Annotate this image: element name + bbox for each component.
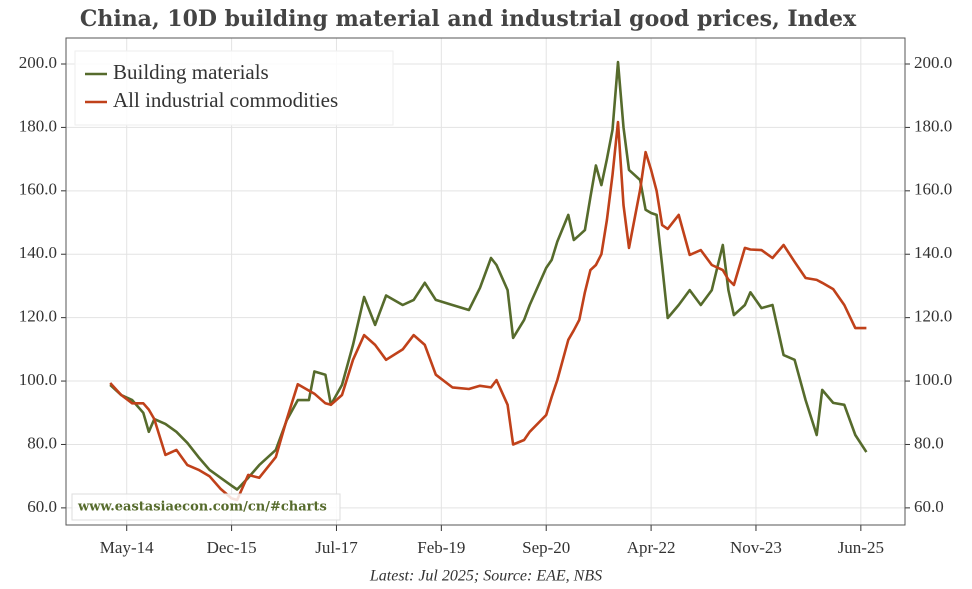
x-tick-label: Nov-23: [730, 538, 782, 557]
y-tick-label: 100.0: [19, 370, 57, 389]
y2-tick-label: 180.0: [914, 116, 952, 135]
y-tick-label: 60.0: [27, 497, 57, 516]
plot-frame: [65, 37, 906, 526]
y-tick-label: 200.0: [19, 53, 57, 72]
y2-tick-label: 60.0: [914, 497, 944, 516]
y-tick-label: 140.0: [19, 243, 57, 262]
watermark-box: [71, 493, 341, 521]
x-tick-label: Sep-20: [522, 538, 570, 557]
series-line: [109, 120, 867, 502]
y-tick-label: 120.0: [19, 307, 57, 326]
footnote: Latest: Jul 2025; Source: EAE, NBS: [369, 568, 602, 585]
legend-label: Building materials: [113, 60, 269, 84]
legend-box: [74, 50, 394, 126]
y2-tick-label: 140.0: [914, 243, 952, 262]
watermark: www.eastasiaecon.com/cn/#charts: [77, 500, 327, 515]
y2-tick-label: 200.0: [914, 53, 952, 72]
y-tick-label: 80.0: [27, 433, 57, 452]
chart-title: China, 10D building material and industr…: [80, 6, 857, 32]
y2-tick-label: 80.0: [914, 433, 944, 452]
x-tick-label: Jun-25: [838, 538, 884, 557]
y2-tick-label: 160.0: [914, 180, 952, 199]
legend-label: All industrial commodities: [113, 88, 338, 112]
y2-tick-label: 120.0: [914, 307, 952, 326]
y-tick-label: 180.0: [19, 116, 57, 135]
y-tick-label: 160.0: [19, 180, 57, 199]
x-tick-label: Dec-15: [207, 538, 257, 557]
legend: Building materials All industrial commodi…: [74, 50, 394, 126]
x-tick-label: Apr-22: [627, 538, 676, 557]
x-tick-label: Feb-19: [417, 538, 465, 557]
y2-tick-label: 100.0: [914, 370, 952, 389]
x-tick-label: May-14: [100, 538, 154, 557]
series-line: [109, 60, 868, 491]
x-tick-label: Jul-17: [315, 538, 358, 557]
